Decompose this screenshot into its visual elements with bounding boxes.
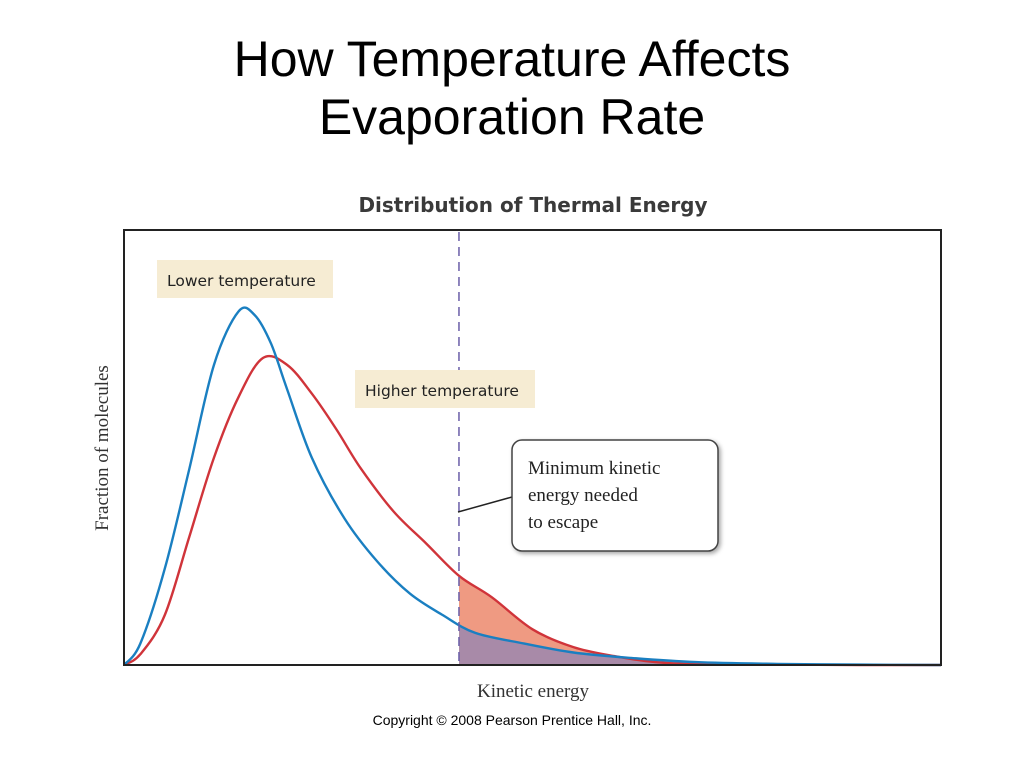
shaded-regions [459,575,941,666]
escape-region-lower-temp [459,623,941,665]
lower-temperature-curve [123,306,942,667]
x-axis-label: Kinetic energy [477,681,590,702]
lower-temp-label: Lower temperature [167,272,316,290]
callout-line-2: energy needed [528,485,638,506]
y-axis-label: Fraction of molecules [92,365,113,531]
slide-title: How Temperature Affects Evaporation Rate [0,30,1024,146]
slide-title-line-1: How Temperature Affects [233,31,791,87]
callout-box [511,439,719,552]
higher-temp-label: Higher temperature [365,382,519,400]
lower-temp-label-box [157,260,333,298]
callout-line-3: to escape [528,512,598,533]
higher-temp-label-box [355,370,535,408]
chart-title: Distribution of Thermal Energy [358,193,707,217]
callout-line-1: Minimum kinetic [528,458,660,479]
slide-title-line-2: Evaporation Rate [318,89,706,145]
callout-pointer [457,496,513,513]
copyright-notice: Copyright © 2008 Pearson Prentice Hall, … [372,712,652,728]
plot-frame [123,229,942,666]
